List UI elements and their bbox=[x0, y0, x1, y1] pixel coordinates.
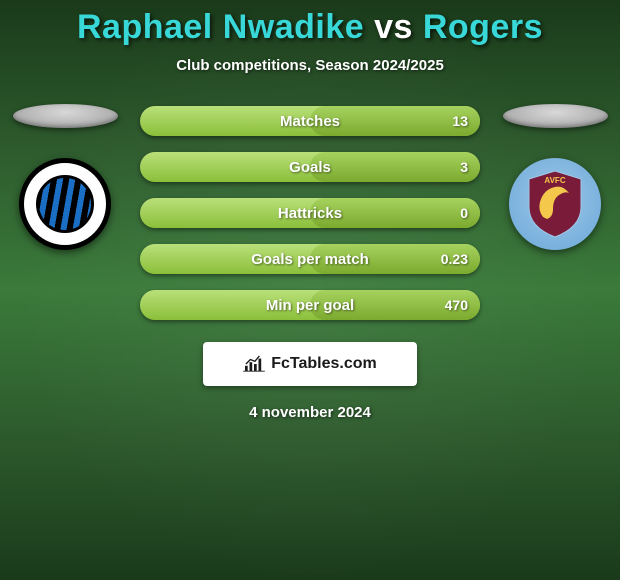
title-vs: vs bbox=[364, 8, 423, 46]
left-player-col bbox=[10, 104, 120, 250]
stat-row: Goals 3 bbox=[140, 152, 480, 182]
stat-right-value: 470 bbox=[445, 297, 468, 313]
svg-text:AVFC: AVFC bbox=[544, 176, 565, 185]
left-club-badge bbox=[19, 158, 111, 250]
stat-right-value: 13 bbox=[452, 113, 468, 129]
comparison-area: Matches 13 Goals 3 Hattricks 0 Goals per match… bbox=[0, 104, 620, 320]
stat-label: Min per goal bbox=[266, 297, 354, 314]
site-badge[interactable]: FcTables.com bbox=[203, 342, 417, 386]
stat-label: Matches bbox=[280, 113, 340, 130]
title-right: Rogers bbox=[423, 8, 543, 46]
chart-icon bbox=[243, 355, 265, 373]
left-player-photo bbox=[13, 104, 118, 128]
date-label: 4 november 2024 bbox=[249, 404, 371, 421]
right-player-photo bbox=[503, 104, 608, 128]
stat-row: Hattricks 0 bbox=[140, 198, 480, 228]
stat-label: Hattricks bbox=[278, 205, 342, 222]
stat-row: Matches 13 bbox=[140, 106, 480, 136]
stat-right-value: 3 bbox=[460, 159, 468, 175]
stat-right-value: 0 bbox=[460, 205, 468, 221]
right-player-col: AVFC bbox=[500, 104, 610, 250]
site-label: FcTables.com bbox=[271, 355, 377, 373]
stat-label: Goals per match bbox=[251, 251, 369, 268]
stat-right-value: 0.23 bbox=[441, 251, 468, 267]
stat-right-fill bbox=[310, 152, 480, 182]
right-club-badge: AVFC bbox=[509, 158, 601, 250]
title-left: Raphael Nwadike bbox=[77, 8, 364, 46]
stat-row: Goals per match 0.23 bbox=[140, 244, 480, 274]
stat-label: Goals bbox=[289, 159, 331, 176]
stats-bars: Matches 13 Goals 3 Hattricks 0 Goals per match… bbox=[140, 104, 480, 320]
villa-crest-icon: AVFC bbox=[525, 169, 585, 239]
subtitle: Club competitions, Season 2024/2025 bbox=[176, 57, 444, 74]
page-title: Raphael Nwadike vs Rogers bbox=[77, 8, 543, 47]
stat-row: Min per goal 470 bbox=[140, 290, 480, 320]
